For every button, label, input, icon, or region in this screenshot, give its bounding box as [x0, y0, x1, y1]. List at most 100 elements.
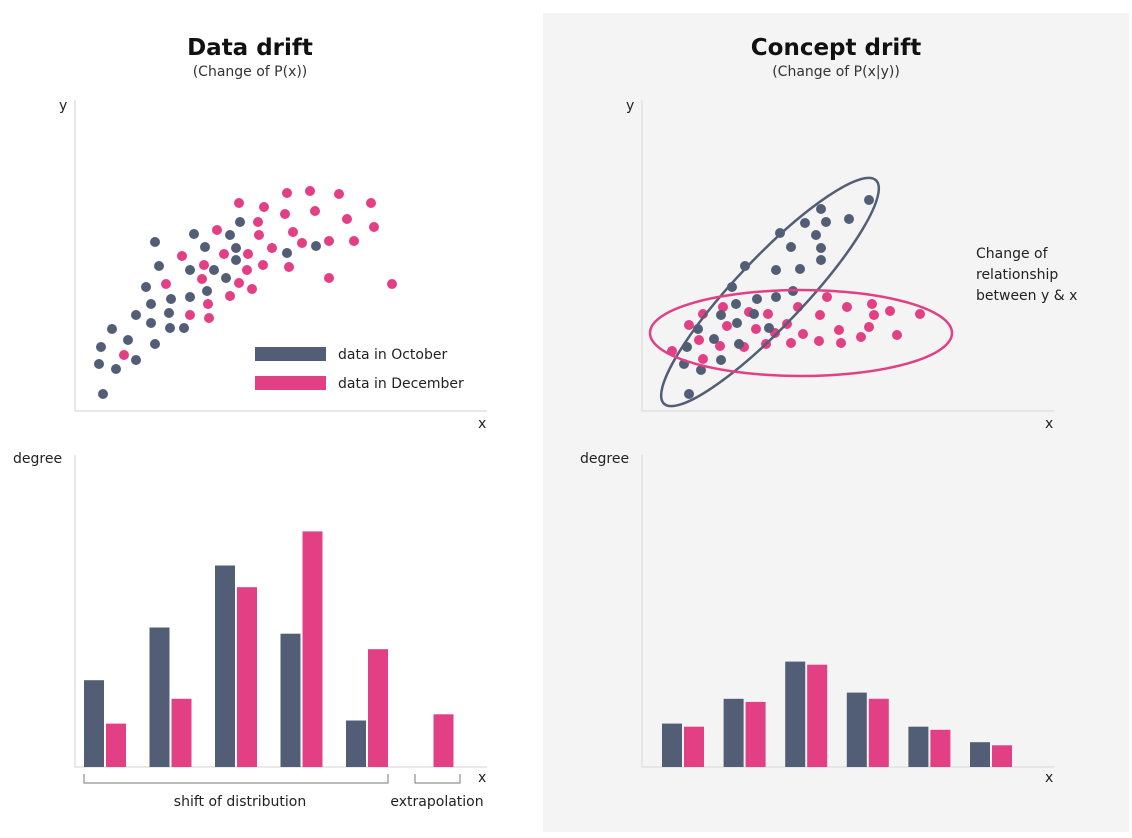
- december-bar: [807, 664, 828, 767]
- december-point: [814, 336, 824, 346]
- october-point: [185, 265, 195, 275]
- shift-of-distribution-label: shift of distribution: [174, 794, 306, 810]
- october-point: [740, 261, 750, 271]
- december-point: [267, 243, 277, 253]
- december-point: [698, 354, 708, 364]
- october-point: [179, 323, 189, 333]
- december-point: [253, 217, 263, 227]
- december-point: [864, 322, 874, 332]
- december-point: [247, 284, 257, 294]
- october-point: [771, 265, 781, 275]
- october-point: [734, 339, 744, 349]
- october-point: [732, 318, 742, 328]
- data-drift-title: Data drift: [187, 35, 313, 61]
- october-bar: [215, 565, 235, 767]
- december-point: [305, 186, 315, 196]
- legend-swatch-october: [255, 347, 326, 361]
- right-scatter-y-label: y: [626, 98, 634, 114]
- december-point: [219, 249, 229, 259]
- december-point: [258, 260, 268, 270]
- october-point: [150, 237, 160, 247]
- october-point: [749, 309, 759, 319]
- october-point: [716, 355, 726, 365]
- december-point: [892, 330, 902, 340]
- october-point: [696, 365, 706, 375]
- december-bar: [433, 714, 454, 767]
- october-point: [225, 230, 235, 240]
- december-point: [842, 302, 852, 312]
- december-cluster-ellipse: [648, 288, 954, 378]
- december-point: [786, 338, 796, 348]
- october-point: [844, 214, 854, 224]
- right-bars: [662, 661, 1012, 767]
- right-scatter-axes: [641, 100, 1054, 412]
- concept-drift-panel: [543, 13, 1129, 832]
- october-bar: [785, 661, 806, 767]
- october-bar: [149, 627, 170, 767]
- legend-label-december: data in December: [338, 376, 464, 392]
- october-point: [786, 242, 796, 252]
- october-point: [165, 323, 175, 333]
- right-scatter-x-label: x: [1045, 416, 1053, 432]
- december-point: [869, 310, 879, 320]
- left-bar-y-label: degree: [13, 451, 62, 467]
- october-point: [811, 230, 821, 240]
- october-point: [795, 264, 805, 274]
- legend-label-october: data in October: [338, 347, 447, 363]
- december-point: [915, 309, 925, 319]
- october-point: [821, 217, 831, 227]
- december-point: [798, 329, 808, 339]
- right-scatter-points: [667, 195, 925, 399]
- legend-swatch-december: [255, 376, 326, 390]
- december-bar: [868, 698, 889, 767]
- extrapolation-bracket: [414, 774, 461, 784]
- october-point: [185, 292, 195, 302]
- october-point: [94, 359, 104, 369]
- october-point: [311, 241, 321, 251]
- october-point: [209, 265, 219, 275]
- left-scatter-axes: [74, 100, 487, 412]
- december-point: [366, 198, 376, 208]
- december-point: [282, 188, 292, 198]
- december-point: [763, 309, 773, 319]
- december-point: [310, 206, 320, 216]
- annotation-line-3: between y & x: [976, 288, 1077, 304]
- october-point: [131, 310, 141, 320]
- december-point: [297, 238, 307, 248]
- october-point: [709, 334, 719, 344]
- october-point: [200, 242, 210, 252]
- december-point: [243, 249, 253, 259]
- december-point: [836, 338, 846, 348]
- december-point: [185, 310, 195, 320]
- october-point: [96, 342, 106, 352]
- december-point: [342, 214, 352, 224]
- december-point: [822, 292, 832, 302]
- october-point: [816, 243, 826, 253]
- december-point: [280, 209, 290, 219]
- extrapolation-label: extrapolation: [390, 794, 483, 810]
- december-point: [834, 325, 844, 335]
- data-drift-subtitle: (Change of P(x)): [193, 64, 308, 80]
- october-point: [282, 248, 292, 258]
- october-point: [771, 292, 781, 302]
- december-point: [387, 279, 397, 289]
- october-point: [231, 255, 241, 265]
- october-point: [202, 286, 212, 296]
- october-point: [816, 255, 826, 265]
- october-point: [752, 294, 762, 304]
- left-bar-x-label: x: [478, 770, 486, 786]
- december-point: [684, 320, 694, 330]
- left-bars: [84, 531, 454, 767]
- october-point: [146, 299, 156, 309]
- december-bar: [302, 531, 323, 767]
- october-point: [98, 389, 108, 399]
- december-point: [254, 230, 264, 240]
- december-point: [718, 302, 728, 312]
- december-point: [715, 341, 725, 351]
- december-point: [324, 236, 334, 246]
- shift-bracket: [83, 774, 389, 784]
- october-point: [154, 261, 164, 271]
- october-point: [189, 229, 199, 239]
- december-bar: [930, 729, 951, 767]
- december-point: [119, 350, 129, 360]
